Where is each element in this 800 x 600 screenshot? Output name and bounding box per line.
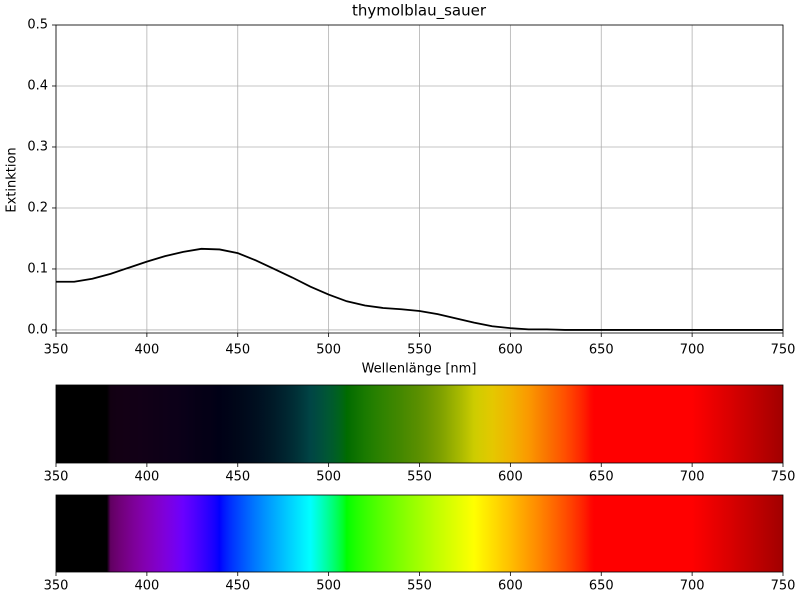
x-axis-label: Wellenlänge [nm]	[362, 362, 477, 377]
x-tick-label: 400	[134, 579, 159, 594]
spectrum-bar	[56, 495, 783, 572]
y-tick-label: 0.1	[27, 261, 48, 276]
x-tick-label: 500	[316, 343, 341, 358]
x-tick-label: 700	[680, 343, 705, 358]
spectrum-bar	[56, 385, 783, 463]
x-tick-label: 650	[589, 579, 614, 594]
x-tick-label: 750	[771, 470, 796, 485]
chart-title: thymolblau_sauer	[352, 2, 487, 21]
x-tick-label: 450	[225, 579, 250, 594]
x-tick-label: 350	[44, 579, 69, 594]
x-tick-label: 500	[316, 470, 341, 485]
x-tick-label: 350	[44, 470, 69, 485]
x-tick-label: 600	[498, 579, 523, 594]
x-tick-label: 550	[407, 343, 432, 358]
data-line	[56, 247, 783, 331]
x-tick-label: 750	[771, 343, 796, 358]
x-tick-label: 600	[498, 470, 523, 485]
x-tick-label: 450	[225, 343, 250, 358]
x-tick-label: 450	[225, 470, 250, 485]
x-tick-label: 500	[316, 579, 341, 594]
x-tick-label: 350	[44, 343, 69, 358]
x-tick-label: 400	[134, 343, 159, 358]
x-tick-label: 600	[498, 343, 523, 358]
y-axis-label: Extinktion	[5, 147, 20, 212]
y-tick-label: 0.4	[27, 78, 48, 93]
y-tick-label: 0.2	[27, 200, 48, 215]
x-tick-label: 700	[680, 470, 705, 485]
x-tick-label: 550	[407, 579, 432, 594]
x-tick-label: 400	[134, 470, 159, 485]
plot-frame	[55, 24, 784, 334]
y-tick-label: 0.0	[27, 322, 48, 337]
y-tick-label: 0.5	[27, 18, 48, 33]
y-tick-label: 0.3	[27, 139, 48, 154]
x-tick-label: 550	[407, 470, 432, 485]
x-tick-label: 650	[589, 343, 614, 358]
x-tick-label: 650	[589, 470, 614, 485]
x-tick-label: 750	[771, 579, 796, 594]
x-tick-label: 700	[680, 579, 705, 594]
